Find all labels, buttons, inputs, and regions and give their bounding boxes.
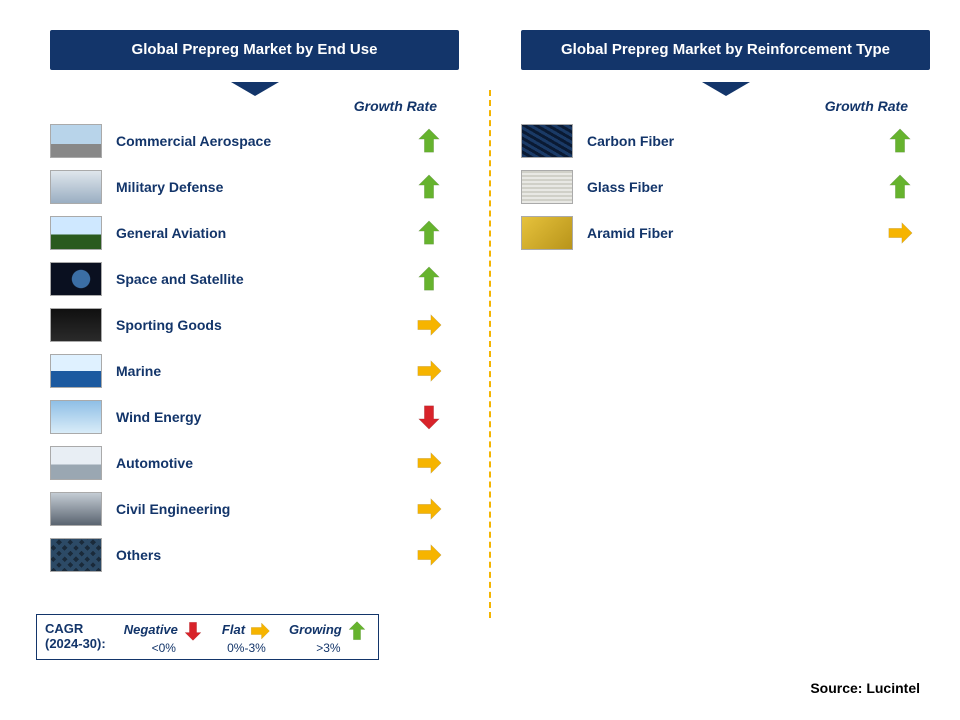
item-label: Commercial Aerospace [116,133,385,149]
arrow-right-icon [415,311,443,339]
growth-indicator [399,495,459,523]
legend-lead: CAGR (2024-30): [45,622,106,652]
list-item: Automotive [50,440,459,486]
arrow-up-icon [886,173,914,201]
panel-reinforcement: Global Prepreg Market by Reinforcement T… [521,30,930,618]
thumbnail [50,216,102,250]
banner-end-use: Global Prepreg Market by End Use [50,30,459,86]
growth-indicator [870,219,930,247]
growth-indicator [870,127,930,155]
list-item: Space and Satellite [50,256,459,302]
item-label: Wind Energy [116,409,385,425]
growth-indicator [399,357,459,385]
arrow-up-icon [415,127,443,155]
panels: Global Prepreg Market by End Use Growth … [0,0,960,618]
rows-end-use: Commercial Aerospace Military Defense Ge… [50,118,459,578]
thumbnail [521,170,573,204]
legend-lead-1: CAGR [45,621,83,636]
growth-indicator [399,265,459,293]
thumbnail [50,400,102,434]
item-label: Civil Engineering [116,501,385,517]
banner-title-reinforcement: Global Prepreg Market by Reinforcement T… [521,30,930,70]
arrow-up-icon [346,620,368,642]
legend: CAGR (2024-30): Negative <0% Flat 0%-3% … [36,614,379,660]
list-item: Aramid Fiber [521,210,930,256]
vertical-divider [489,90,491,618]
arrow-right-icon [415,357,443,385]
arrow-up-icon [886,127,914,155]
legend-key: Negative [124,623,178,637]
arrow-right-icon [886,219,914,247]
thumbnail [521,124,573,158]
legend-item: Negative <0% [124,619,204,655]
list-item: Carbon Fiber [521,118,930,164]
arrow-up-icon [415,265,443,293]
list-item: Military Defense [50,164,459,210]
item-label: Glass Fiber [587,179,856,195]
thumbnail [521,216,573,250]
legend-value: >3% [316,642,340,655]
legend-value: 0%-3% [227,642,266,655]
item-label: Space and Satellite [116,271,385,287]
item-label: Aramid Fiber [587,225,856,241]
list-item: Others [50,532,459,578]
banner-title-end-use: Global Prepreg Market by End Use [50,30,459,70]
banner-tab-icon [231,82,279,96]
growth-indicator [870,173,930,201]
item-label: Automotive [116,455,385,471]
growth-indicator [399,449,459,477]
thumbnail [50,308,102,342]
thumbnail [50,262,102,296]
list-item: Civil Engineering [50,486,459,532]
item-label: Marine [116,363,385,379]
arrow-right-icon [249,620,271,642]
growth-indicator [399,219,459,247]
arrow-right-icon [415,495,443,523]
rows-reinforcement: Carbon Fiber Glass Fiber Aramid Fiber [521,118,930,256]
arrow-down-icon [182,620,204,642]
growth-indicator [399,127,459,155]
legend-item: Growing >3% [289,619,368,655]
growth-header-left: Growth Rate [50,98,459,114]
banner-reinforcement: Global Prepreg Market by Reinforcement T… [521,30,930,86]
banner-tab-icon [702,82,750,96]
legend-key: Growing [289,623,342,637]
arrow-down-icon [415,403,443,431]
item-label: General Aviation [116,225,385,241]
arrow-up-icon [415,173,443,201]
list-item: Glass Fiber [521,164,930,210]
panel-end-use: Global Prepreg Market by End Use Growth … [50,30,459,618]
legend-value: <0% [152,642,176,655]
list-item: Sporting Goods [50,302,459,348]
item-label: Others [116,547,385,563]
item-label: Carbon Fiber [587,133,856,149]
arrow-right-icon [415,449,443,477]
growth-indicator [399,173,459,201]
list-item: Wind Energy [50,394,459,440]
thumbnail [50,492,102,526]
list-item: Commercial Aerospace [50,118,459,164]
legend-item: Flat 0%-3% [222,619,271,655]
legend-lead-2: (2024-30): [45,636,106,651]
growth-indicator [399,541,459,569]
thumbnail [50,446,102,480]
legend-key: Flat [222,623,245,637]
arrow-right-icon [415,541,443,569]
growth-indicator [399,403,459,431]
thumbnail [50,170,102,204]
growth-header-right: Growth Rate [521,98,930,114]
list-item: General Aviation [50,210,459,256]
thumbnail [50,354,102,388]
legend-items: Negative <0% Flat 0%-3% Growing >3% [124,619,368,655]
list-item: Marine [50,348,459,394]
arrow-up-icon [415,219,443,247]
growth-indicator [399,311,459,339]
item-label: Sporting Goods [116,317,385,333]
source-credit: Source: Lucintel [810,680,920,696]
item-label: Military Defense [116,179,385,195]
thumbnail [50,124,102,158]
thumbnail [50,538,102,572]
